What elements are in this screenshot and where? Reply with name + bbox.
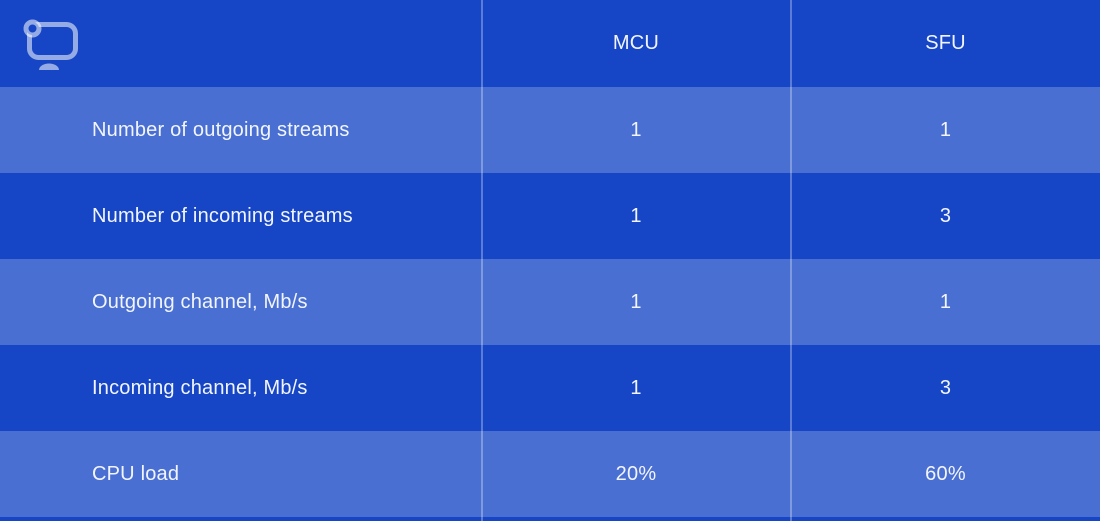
- row-label: Outgoing channel, Mb/s: [92, 290, 308, 313]
- row-label: Incoming channel, Mb/s: [92, 376, 308, 399]
- table-bottom-edge: [0, 517, 1100, 521]
- column-header-sfu: SFU: [925, 32, 966, 54]
- table-header-row: MCU SFU: [0, 0, 1100, 87]
- sfu-value-cell: 1: [939, 290, 952, 313]
- column-header-mcu: MCU: [612, 32, 660, 54]
- row-label: Number of outgoing streams: [92, 118, 350, 141]
- table-row-incoming-streams: Number of incoming streams 1 3: [0, 173, 1100, 259]
- mcu-value-cell: 20%: [615, 462, 657, 485]
- row-label: Number of incoming streams: [92, 204, 353, 227]
- header-corner-cell: [0, 0, 481, 87]
- sfu-value-cell: 1: [939, 118, 952, 141]
- mcu-value-cell: 1: [630, 118, 642, 141]
- mcu-value-cell: 1: [630, 376, 642, 399]
- sfu-value-cell: 3: [939, 376, 952, 399]
- mcu-value-cell: 1: [630, 290, 642, 313]
- table-row-incoming-channel: Incoming channel, Mb/s 1 3: [0, 345, 1100, 431]
- screen-share-icon: [23, 19, 78, 70]
- sfu-value-cell: 3: [939, 204, 952, 227]
- mcu-value-cell: 1: [630, 204, 642, 227]
- table-row-outgoing-channel: Outgoing channel, Mb/s 1 1: [0, 259, 1100, 345]
- table-row-cpu-load: CPU load 20% 60%: [0, 431, 1100, 517]
- sfu-value-cell: 60%: [925, 462, 966, 485]
- table-row-outgoing-streams: Number of outgoing streams 1 1: [0, 87, 1100, 173]
- row-label: CPU load: [92, 462, 180, 485]
